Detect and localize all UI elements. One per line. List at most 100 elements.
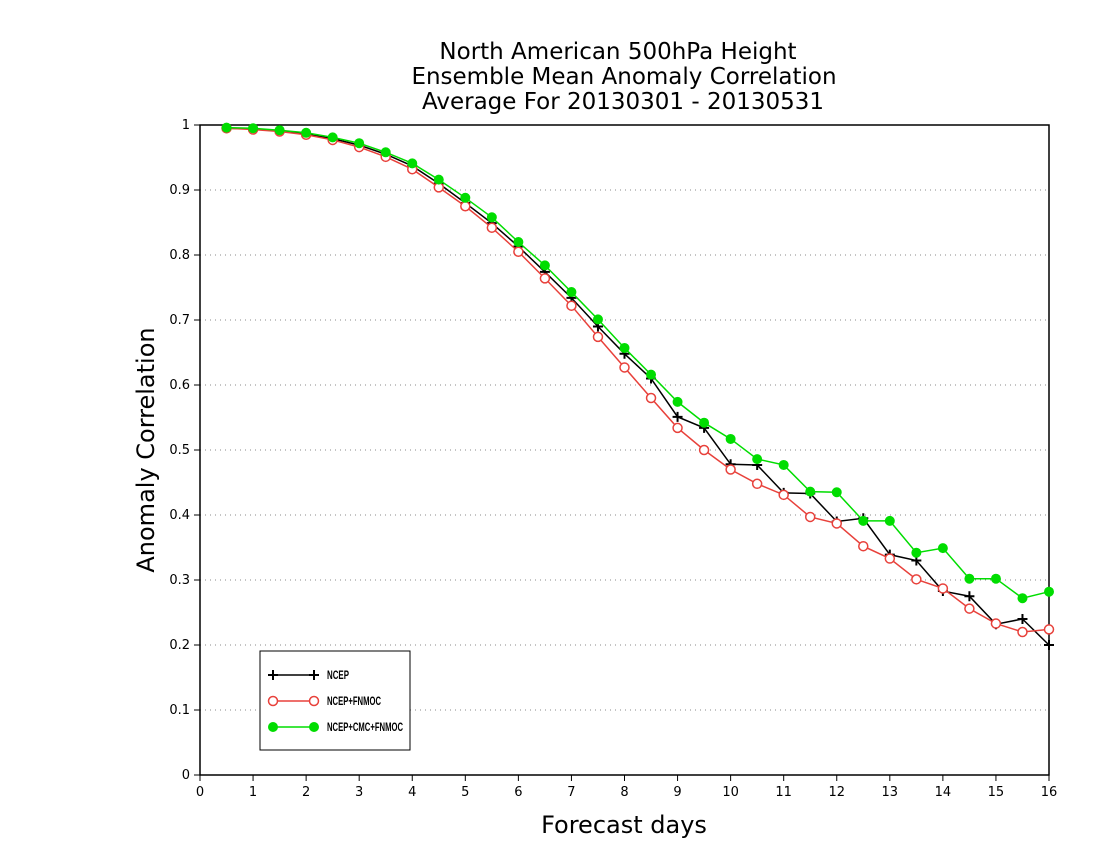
legend-label-ncep-cmc-fnmoc: NCEP+CMC+FNMOC bbox=[327, 720, 403, 734]
legend-label-ncep-fnmoc: NCEP+FNMOC bbox=[327, 694, 381, 708]
chart-title-line-3: Average For 20130301 - 20130531 bbox=[422, 89, 824, 115]
y-tick-label: 0.1 bbox=[169, 703, 190, 718]
series-layer bbox=[221, 122, 1055, 650]
grid-lines bbox=[200, 189, 1049, 711]
series-line-ncep bbox=[226, 127, 1050, 646]
x-tick-label: 0 bbox=[196, 785, 204, 800]
data-point-ncep-fnmoc bbox=[513, 246, 524, 257]
data-point-ncep-cmc-fnmoc bbox=[778, 459, 789, 470]
data-point-ncep-fnmoc bbox=[831, 518, 842, 529]
data-point-ncep-fnmoc bbox=[990, 618, 1002, 629]
legend-marker-ncep-cmc-fnmoc bbox=[268, 722, 278, 732]
x-tick-label: 16 bbox=[1041, 785, 1058, 800]
data-point-ncep-cmc-fnmoc bbox=[407, 158, 418, 169]
y-tick-label: 0 bbox=[182, 768, 190, 783]
data-point-ncep-fnmoc bbox=[486, 222, 498, 233]
data-point-ncep-cmc-fnmoc bbox=[672, 396, 683, 407]
x-tick-label: 4 bbox=[408, 785, 416, 800]
y-tick-label: 0.6 bbox=[169, 378, 190, 393]
series-ncep bbox=[221, 123, 1054, 650]
data-point-ncep-cmc-fnmoc bbox=[354, 138, 365, 149]
y-tick-label: 0.5 bbox=[169, 443, 190, 458]
data-point-ncep-cmc-fnmoc bbox=[858, 515, 869, 526]
x-tick-label: 6 bbox=[514, 785, 522, 800]
y-tick-label: 0.7 bbox=[169, 313, 190, 328]
data-point-ncep-cmc-fnmoc bbox=[248, 123, 259, 134]
data-point-ncep bbox=[1017, 614, 1028, 624]
data-point-ncep-cmc-fnmoc bbox=[1017, 593, 1028, 604]
data-point-ncep-fnmoc bbox=[725, 464, 736, 475]
data-point-ncep-cmc-fnmoc bbox=[1044, 586, 1054, 597]
data-point-ncep-fnmoc bbox=[858, 540, 869, 552]
data-point-ncep-cmc-fnmoc bbox=[646, 369, 657, 380]
data-point-ncep-fnmoc bbox=[937, 583, 949, 594]
data-point-ncep-cmc-fnmoc bbox=[990, 573, 1001, 584]
data-point-ncep-cmc-fnmoc bbox=[911, 547, 922, 558]
data-point-ncep-cmc-fnmoc bbox=[805, 486, 816, 497]
legend-marker-ncep bbox=[309, 670, 319, 680]
data-point-ncep-fnmoc bbox=[645, 392, 657, 404]
data-point-ncep-fnmoc bbox=[778, 489, 789, 501]
series-ncep-cmc-fnmoc bbox=[221, 122, 1054, 604]
data-point-ncep-cmc-fnmoc bbox=[831, 487, 842, 498]
data-point-ncep-cmc-fnmoc bbox=[486, 212, 497, 223]
series-line-ncep-cmc-fnmoc bbox=[226, 126, 1050, 600]
y-tick-label: 0.3 bbox=[169, 573, 190, 588]
data-point-ncep-cmc-fnmoc bbox=[221, 122, 232, 133]
data-point-ncep-cmc-fnmoc bbox=[301, 127, 312, 138]
data-point-ncep-fnmoc bbox=[672, 422, 683, 434]
data-point-ncep bbox=[672, 411, 683, 422]
data-point-ncep-cmc-fnmoc bbox=[380, 147, 391, 158]
data-point-ncep-cmc-fnmoc bbox=[937, 543, 948, 554]
data-point-ncep-cmc-fnmoc bbox=[592, 314, 603, 325]
x-tick-label: 7 bbox=[567, 785, 575, 800]
data-point-ncep-cmc-fnmoc bbox=[513, 237, 524, 247]
data-point-ncep-fnmoc bbox=[751, 478, 763, 490]
data-point-ncep bbox=[964, 591, 975, 602]
x-tick-label: 12 bbox=[828, 785, 845, 800]
series-ncep-fnmoc bbox=[221, 123, 1055, 638]
x-tick-label: 14 bbox=[935, 785, 952, 800]
x-axis-label: Forecast days bbox=[541, 811, 707, 839]
data-point-ncep-fnmoc bbox=[539, 273, 551, 284]
y-tick-label: 0.8 bbox=[169, 248, 190, 263]
data-point-ncep-fnmoc bbox=[1017, 626, 1028, 638]
data-point-ncep bbox=[1044, 640, 1054, 650]
x-tick-label: 1 bbox=[249, 785, 257, 800]
legend-marker-ncep-cmc-fnmoc bbox=[309, 722, 319, 732]
x-tick-label: 2 bbox=[302, 785, 310, 800]
x-tick-label: 11 bbox=[775, 785, 792, 800]
data-point-ncep-cmc-fnmoc bbox=[327, 132, 338, 143]
x-tick-label: 3 bbox=[355, 785, 363, 800]
chart-title-line-2: Ensemble Mean Anomaly Correlation bbox=[411, 64, 836, 90]
data-point-ncep-fnmoc bbox=[804, 511, 816, 523]
x-tick-label: 5 bbox=[461, 785, 469, 800]
y-tick-label: 1 bbox=[182, 118, 190, 133]
data-point-ncep-fnmoc bbox=[1043, 624, 1055, 635]
y-axis-label: Anomaly Correlation bbox=[132, 327, 160, 572]
data-point-ncep-cmc-fnmoc bbox=[274, 125, 285, 136]
data-point-ncep-fnmoc bbox=[592, 331, 604, 343]
data-point-ncep-fnmoc bbox=[884, 553, 896, 564]
y-tick-label: 0.9 bbox=[169, 183, 190, 198]
data-point-ncep-cmc-fnmoc bbox=[699, 417, 710, 428]
data-point-ncep-fnmoc bbox=[566, 300, 577, 311]
data-point-ncep-fnmoc bbox=[911, 574, 922, 585]
series-line-ncep-fnmoc bbox=[226, 127, 1050, 633]
x-tick-label: 13 bbox=[882, 785, 899, 800]
legend: NCEP NCEP+FNMOC NCEP+CMC+FNMOC bbox=[259, 650, 411, 751]
data-point-ncep-cmc-fnmoc bbox=[964, 573, 975, 584]
x-tick-label: 8 bbox=[620, 785, 628, 800]
data-point-ncep-cmc-fnmoc bbox=[752, 454, 763, 465]
data-point-ncep-cmc-fnmoc bbox=[539, 260, 550, 271]
chart-title-line-1: North American 500hPa Height bbox=[439, 39, 796, 65]
legend-marker-ncep bbox=[268, 670, 278, 680]
legend-marker-ncep-fnmoc bbox=[267, 695, 279, 707]
data-point-ncep-cmc-fnmoc bbox=[884, 515, 895, 526]
legend-marker-ncep-fnmoc bbox=[308, 695, 320, 707]
data-point-ncep-cmc-fnmoc bbox=[566, 287, 577, 298]
legend-label-ncep: NCEP bbox=[327, 668, 349, 682]
data-point-ncep-cmc-fnmoc bbox=[725, 433, 736, 444]
axis-ticks: 00.10.20.30.40.50.60.70.80.910 1 2 3 4 5 6 7 8 9 1… bbox=[169, 118, 1057, 800]
